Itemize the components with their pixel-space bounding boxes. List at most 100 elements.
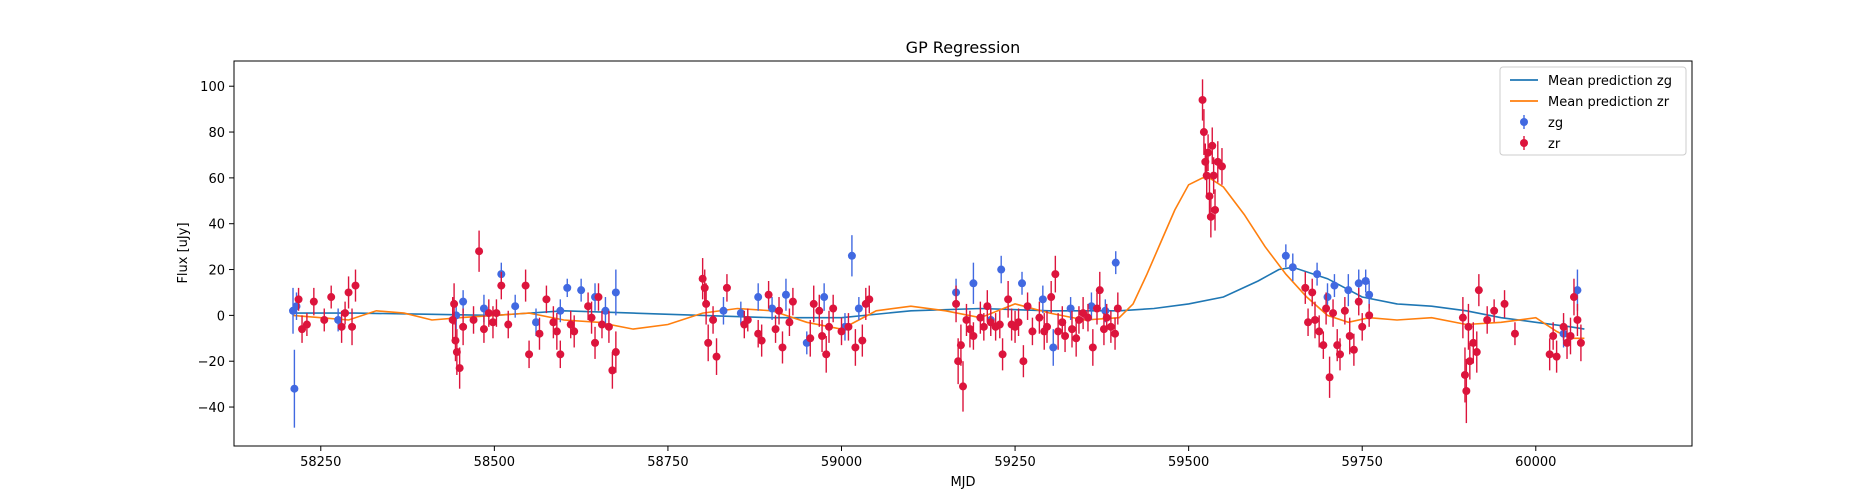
x-tick-label: 59000 xyxy=(821,455,862,470)
legend-box xyxy=(1499,66,1687,156)
zr-data-point xyxy=(1308,288,1317,297)
zr-data-point xyxy=(771,325,780,334)
zr-data-point xyxy=(1083,313,1092,322)
zr-data-point xyxy=(743,315,752,324)
zr-data-point xyxy=(702,299,711,308)
zr-data-point xyxy=(320,315,329,324)
zr-data-point xyxy=(1365,311,1374,320)
zg-data-point xyxy=(1288,263,1297,272)
zr-data-point xyxy=(1335,350,1344,359)
zr-data-point xyxy=(1472,348,1481,357)
zg-data-point xyxy=(1365,290,1374,299)
zr-data-point xyxy=(1004,295,1013,304)
zr-data-point xyxy=(1106,322,1115,331)
zr-data-point xyxy=(825,322,834,331)
zg-data-point xyxy=(1573,286,1582,295)
zr-data-point xyxy=(459,322,468,331)
zr-data-point xyxy=(1202,171,1211,180)
zr-data-point xyxy=(521,281,530,290)
zr-data-point xyxy=(1102,313,1111,322)
zr-data-point xyxy=(1569,293,1578,302)
zr-data-point xyxy=(552,327,561,336)
zr-data-point xyxy=(584,302,593,311)
zr-data-point xyxy=(566,320,575,329)
zg-data-point xyxy=(1101,306,1110,315)
zr-data-point xyxy=(1559,322,1568,331)
zr-data-point xyxy=(492,309,501,318)
zr-data-point xyxy=(1462,387,1471,395)
legend-label: zg xyxy=(1548,116,1563,131)
zr-data-point xyxy=(698,274,707,283)
zr-data-point xyxy=(722,283,731,292)
zr-data-point xyxy=(1464,322,1473,331)
zr-data-point xyxy=(542,295,551,304)
legend-entry: zg xyxy=(1520,115,1563,131)
zr-data-point xyxy=(858,336,867,345)
zr-data-point xyxy=(341,309,350,318)
zr-data-point xyxy=(525,350,534,359)
zg-data-point xyxy=(847,251,856,260)
x-tick-label: 60000 xyxy=(1515,455,1556,470)
zr-data-point xyxy=(1573,315,1582,324)
zr-data-point xyxy=(351,281,360,290)
zg-data-point xyxy=(1354,279,1363,288)
zr-data-point xyxy=(587,313,596,322)
zr-data-point xyxy=(504,320,513,329)
zr-data-point xyxy=(709,315,718,324)
zr-data-point xyxy=(1211,205,1220,214)
zr-data-point xyxy=(1545,350,1554,359)
y-tick-label: 100 xyxy=(200,80,225,95)
zg-data-point xyxy=(334,315,343,324)
zg-data-point xyxy=(601,306,610,315)
y-tick-label: 60 xyxy=(208,172,225,187)
zg-data-point xyxy=(556,306,565,315)
zr-data-point xyxy=(815,306,824,315)
zr-data-point xyxy=(1199,128,1208,137)
zr-data-point xyxy=(484,309,493,318)
zr-data-point xyxy=(1111,329,1120,338)
zr-data-point xyxy=(976,313,985,322)
zr-data-point xyxy=(1198,95,1207,104)
legend-label: Mean prediction zr xyxy=(1548,95,1670,110)
zr-data-point xyxy=(1205,192,1214,201)
zr-data-point xyxy=(983,302,992,311)
zg-data-point xyxy=(1066,304,1075,313)
zr-data-point xyxy=(700,283,709,292)
zr-data-point xyxy=(1549,332,1558,340)
zr-data-point xyxy=(1576,338,1585,347)
zg-data-point xyxy=(1049,343,1058,352)
zr-data-point xyxy=(1068,325,1077,334)
zg-data-point xyxy=(292,302,301,311)
zr-data-point xyxy=(1490,306,1499,315)
zr-data-point xyxy=(479,325,488,334)
zr-data-point xyxy=(348,322,357,331)
zr-data-point xyxy=(1023,302,1032,311)
zr-data-point xyxy=(455,364,464,373)
zr-data-point xyxy=(1047,293,1056,302)
zg-data-point xyxy=(611,288,620,297)
zr-data-point xyxy=(969,332,978,340)
zr-data-point xyxy=(1340,306,1349,315)
zr-data-point xyxy=(818,332,827,340)
zg-data-point xyxy=(1313,270,1322,279)
zr-data-point xyxy=(1474,286,1483,295)
zr-data-point xyxy=(1500,299,1509,308)
zr-data-point xyxy=(965,325,974,334)
zr-data-point xyxy=(1088,343,1097,352)
zr-data-point xyxy=(1099,325,1108,334)
y-tick-label: 20 xyxy=(208,264,225,279)
zr-data-point xyxy=(757,336,766,345)
zr-data-point xyxy=(556,350,565,359)
zr-data-point xyxy=(294,295,303,304)
zr-data-point xyxy=(1483,315,1492,324)
zr-data-point xyxy=(488,318,497,327)
legend: Mean prediction zg Mean prediction zr zg zr xyxy=(1499,66,1687,156)
zr-data-point xyxy=(785,318,794,327)
zr-data-point xyxy=(952,299,961,308)
zr-data-point xyxy=(591,338,600,347)
zg-data-point xyxy=(290,384,299,393)
zr-data-point xyxy=(535,329,544,338)
zr-data-point xyxy=(611,348,620,357)
x-axis-title: MJD xyxy=(950,475,975,490)
